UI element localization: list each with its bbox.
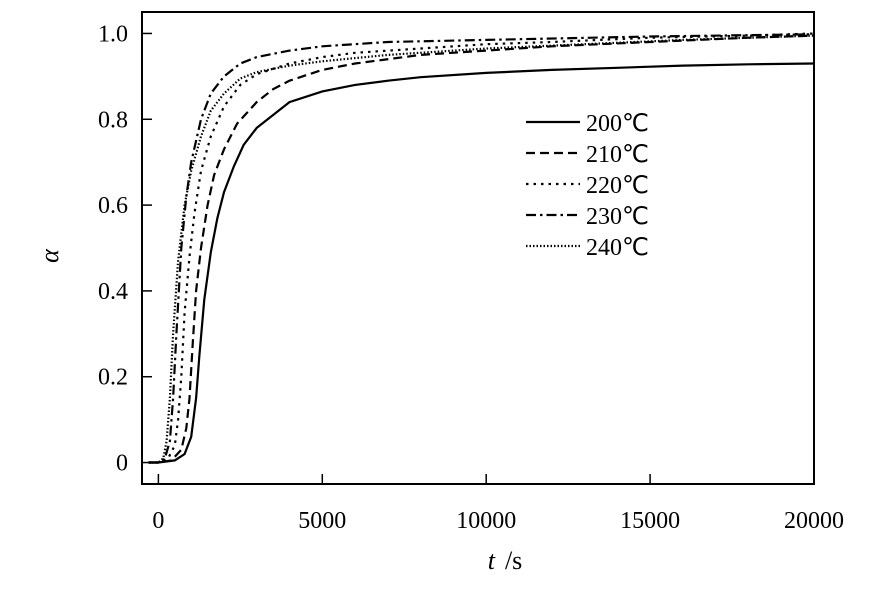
x-tick-label: 5000: [298, 508, 346, 534]
y-axis-title: α: [35, 248, 64, 263]
y-tick-label: 0.4: [98, 279, 128, 305]
series-line-2: [148, 34, 815, 464]
axis-ticks: 0 5000 10000 15000 20000 0 0.2 0.4 0.6 0.8 1.0: [98, 21, 844, 534]
y-tick-label: 0.6: [98, 193, 128, 219]
x-tick-label: 15000: [620, 508, 680, 534]
legend-label-3: 220℃: [586, 173, 649, 199]
y-tick-label: 1.0: [98, 21, 128, 47]
legend: 200℃ 210℃ 220℃ 230℃ 240℃: [526, 111, 649, 261]
legend-label-2: 210℃: [586, 142, 649, 168]
series-layer: [148, 32, 815, 464]
series-line-1: [148, 62, 815, 464]
legend-label-1: 200℃: [586, 111, 649, 137]
series-line-4: [148, 33, 815, 464]
x-tick-label: 0: [152, 508, 164, 534]
x-axis-unit: /s: [505, 546, 522, 575]
series-line-5: [148, 34, 815, 464]
x-axis-title: t /s: [488, 546, 523, 575]
x-tick-label: 20000: [784, 508, 844, 534]
series-line-3: [148, 32, 815, 464]
legend-label-4: 230℃: [586, 204, 649, 230]
legend-label-5: 240℃: [586, 235, 649, 261]
y-tick-label: 0: [116, 451, 128, 477]
x-tick-label: 10000: [456, 508, 516, 534]
plot-frame: [141, 11, 815, 485]
x-axis-symbol: t: [488, 546, 496, 575]
y-tick-label: 0.2: [98, 365, 128, 391]
y-tick-label: 0.8: [98, 107, 128, 133]
